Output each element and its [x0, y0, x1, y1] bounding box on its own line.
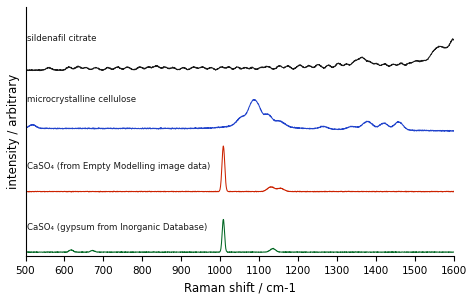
Text: CaSO₄ (gypsum from Inorganic Database): CaSO₄ (gypsum from Inorganic Database) — [27, 222, 208, 231]
Text: microcrystalline cellulose: microcrystalline cellulose — [27, 95, 137, 104]
X-axis label: Raman shift / cm-1: Raman shift / cm-1 — [184, 281, 296, 294]
Text: CaSO₄ (from Empty Modelling image data): CaSO₄ (from Empty Modelling image data) — [27, 162, 211, 171]
Y-axis label: intensity / arbitrary: intensity / arbitrary — [7, 74, 20, 189]
Text: sildenafil citrate: sildenafil citrate — [27, 34, 97, 43]
